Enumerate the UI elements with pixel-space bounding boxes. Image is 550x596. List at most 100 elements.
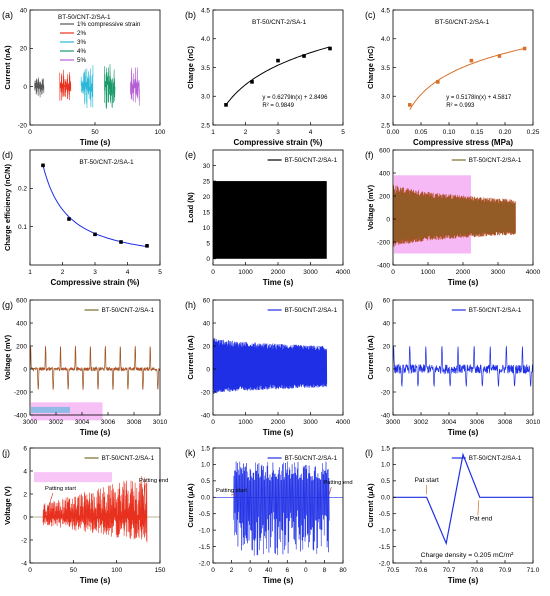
panel-label-b: (b) bbox=[185, 10, 196, 20]
y-tick-label: 40 bbox=[20, 7, 28, 14]
y-axis-label: Charge (nC) bbox=[366, 46, 375, 89]
annotation: Patting start bbox=[216, 488, 247, 494]
x-tick-label: 3010 bbox=[153, 419, 168, 426]
legend-label: BT-50/CNT-2/SA-1 bbox=[102, 455, 155, 462]
y-tick-label: -400 bbox=[14, 412, 27, 419]
x-tick-label: 0 bbox=[28, 129, 32, 136]
y-axis-label: Current (nA) bbox=[186, 335, 195, 380]
y-tick-label: 20 bbox=[20, 46, 28, 53]
legend-label: BT-50/CNT-2/SA-1 bbox=[285, 455, 338, 462]
y-tick-label: 25 bbox=[203, 178, 211, 185]
x-tick-label: 5 bbox=[341, 129, 345, 136]
x-tick-label: 1 bbox=[28, 269, 32, 276]
data-point bbox=[436, 80, 440, 84]
x-tick-label: 4 bbox=[126, 269, 130, 276]
y-tick-label: -400 bbox=[377, 262, 390, 269]
x-tick-label: 100 bbox=[155, 129, 166, 136]
y-tick-label: 2 bbox=[23, 491, 27, 498]
y-tick-label: -2.0 bbox=[199, 560, 211, 567]
y-tick-label: 4 bbox=[23, 468, 27, 475]
y-tick-label: 0 bbox=[386, 366, 390, 373]
y-tick-label: 1.0 bbox=[381, 462, 390, 469]
data-point bbox=[497, 54, 502, 58]
y-tick-label: 4.0 bbox=[381, 36, 390, 43]
y-tick-label: 1.0 bbox=[201, 462, 210, 469]
y-tick-label: 0.5 bbox=[201, 478, 210, 485]
y-tick-label: -20 bbox=[201, 389, 211, 396]
x-tick-label: 3002 bbox=[414, 419, 429, 426]
x-tick-label: 0 bbox=[248, 567, 252, 574]
x-axis-label: Time (s) bbox=[80, 428, 111, 437]
series-line-1 bbox=[59, 69, 72, 101]
x-axis-label: Time (s) bbox=[80, 138, 111, 147]
x-tick-label: 0 bbox=[304, 567, 308, 574]
x-tick-label: 0 bbox=[211, 567, 215, 574]
panel-f: BT-50/CNT-2/SA-1(f)0 1000 2000 3000 4000-400… bbox=[365, 147, 541, 287]
y-tick-label: 15 bbox=[203, 209, 211, 216]
y-tick-label: -200 bbox=[377, 239, 390, 246]
y-tick-label: 1.5 bbox=[381, 445, 390, 452]
y-tick-label: 400 bbox=[16, 320, 27, 327]
y-tick-label: 600 bbox=[379, 147, 390, 154]
y-axis-label: Voltage (V) bbox=[3, 486, 12, 525]
x-tick-label: 3004 bbox=[75, 419, 90, 426]
y-tick-label: 4.5 bbox=[201, 7, 210, 14]
x-tick-label: 71.0 bbox=[527, 567, 540, 574]
plot-frame bbox=[392, 299, 534, 416]
x-tick-label: 0 bbox=[28, 567, 32, 574]
y-tick-label: -2 bbox=[21, 537, 27, 544]
y-tick-label: 0.1 bbox=[18, 224, 27, 231]
y-tick-label: -40 bbox=[381, 412, 391, 419]
x-tick-label: 4 bbox=[309, 129, 313, 136]
plot-frame bbox=[29, 149, 161, 266]
x-tick-label: 0 bbox=[391, 269, 395, 276]
x-axis-label: Compressive strain (%) bbox=[234, 138, 323, 147]
plot-frame bbox=[29, 447, 161, 564]
x-axis-label: Time (s) bbox=[448, 428, 479, 437]
x-tick-label: 150 bbox=[155, 567, 166, 574]
data-point bbox=[302, 54, 306, 58]
x-tick-label: 2 bbox=[230, 567, 234, 574]
y-axis-label: Charge efficiency (nC/N) bbox=[3, 163, 12, 251]
annotation: Charge density = 0.205 mC/m² bbox=[421, 552, 514, 559]
x-tick-label: 70.6 bbox=[415, 567, 428, 574]
panel-label-l: (l) bbox=[365, 448, 373, 458]
series-line-2 bbox=[80, 65, 94, 109]
fit-curve bbox=[225, 46, 331, 106]
x-tick-label: 3002 bbox=[49, 419, 64, 426]
y-tick-label: 60 bbox=[383, 297, 391, 304]
data-point bbox=[145, 244, 149, 248]
panel-label-j: (j) bbox=[2, 448, 10, 458]
data-point bbox=[469, 58, 474, 63]
y-tick-label: 40 bbox=[383, 320, 391, 327]
fit-curve bbox=[409, 47, 525, 110]
legend-label: 2% bbox=[77, 30, 87, 37]
signal-overlay bbox=[393, 184, 516, 249]
chart-title: BT-50/CNT-2/SA-1 bbox=[252, 19, 307, 26]
y-tick-label: 30 bbox=[203, 163, 211, 170]
panel-l: BT-50/CNT-2/SA-1 Pat start Pat end Charge d… bbox=[365, 445, 540, 585]
y-tick-label: -4 bbox=[21, 560, 27, 567]
y-tick-label: 0.0 bbox=[201, 495, 210, 502]
x-tick-label: 3000 bbox=[491, 269, 506, 276]
panel-a: 1% compressive strain 2% 3% 4% 5% BT-50/CNT-2… bbox=[2, 7, 166, 147]
x-tick-label: 1000 bbox=[238, 269, 253, 276]
y-tick-label: 600 bbox=[16, 297, 27, 304]
annotation: Pat end bbox=[470, 515, 493, 522]
data-point bbox=[408, 103, 412, 107]
x-tick-label: 1 bbox=[211, 129, 215, 136]
panel-label-i: (i) bbox=[365, 300, 373, 310]
y-tick-label: 2.5 bbox=[201, 122, 210, 129]
x-tick-label: 3000 bbox=[23, 419, 38, 426]
signal-line bbox=[42, 476, 148, 543]
x-tick-label: 2 bbox=[61, 269, 65, 276]
legend-title: BT-50/CNT-2/SA-1 bbox=[58, 14, 111, 21]
y-tick-label: -1.0 bbox=[199, 527, 211, 534]
x-tick-label: 0 bbox=[211, 419, 215, 426]
series-line-4 bbox=[130, 67, 140, 106]
x-tick-label: 0.10 bbox=[443, 129, 456, 136]
x-tick-label: 100 bbox=[111, 567, 122, 574]
panel-d: BT-50/CNT-2/SA-1 (d) 1 2 3 4 5 0.1 0.2 Compressiv… bbox=[2, 149, 162, 287]
y-tick-label: 10 bbox=[203, 225, 211, 232]
x-tick-label: 0.00 bbox=[387, 129, 400, 136]
